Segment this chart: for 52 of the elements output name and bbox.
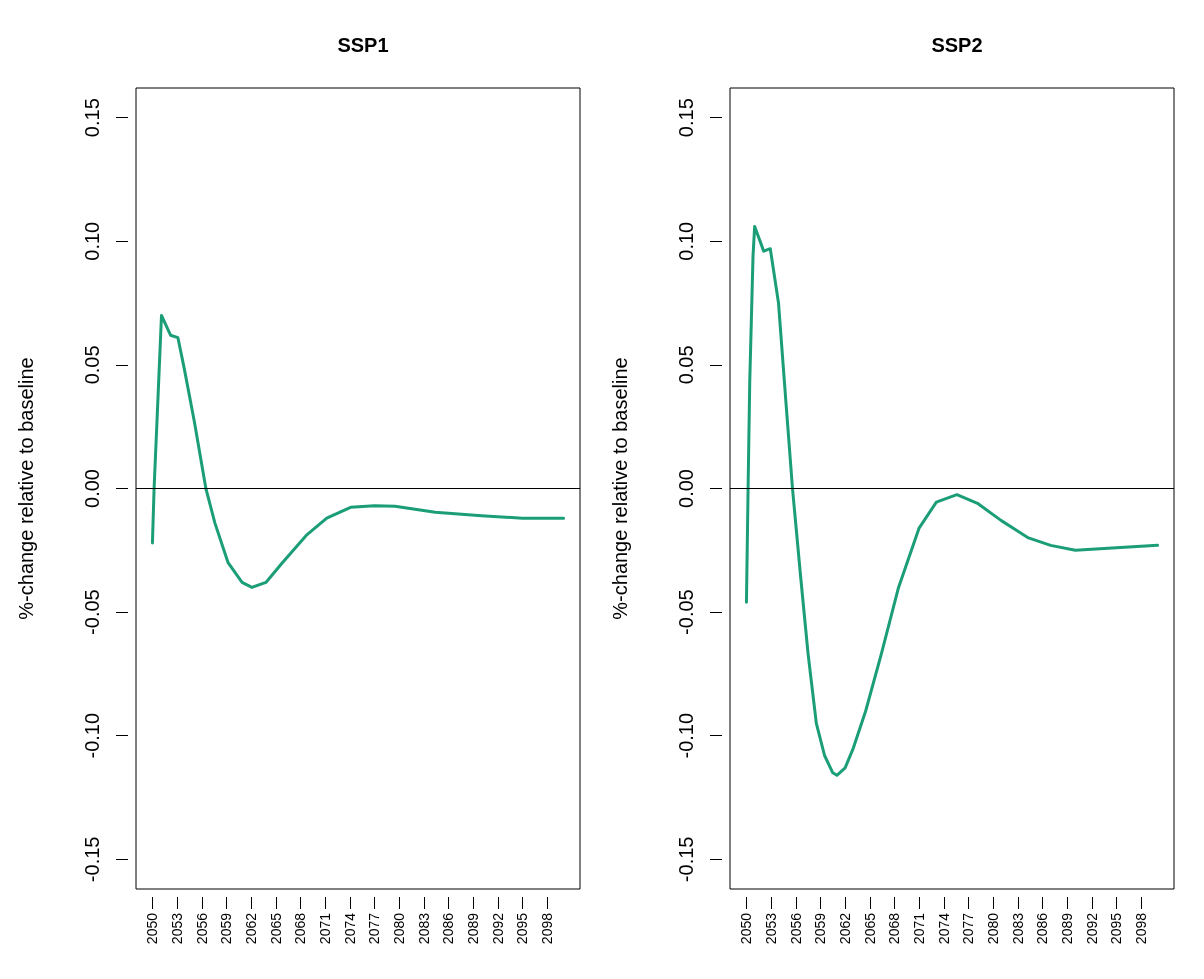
x-tick-label: 2089	[465, 912, 482, 945]
x-tick-label: 2062	[837, 912, 854, 945]
x-tick-label: 2077	[960, 912, 977, 945]
x-tick-label: 2071	[911, 912, 928, 945]
y-tick-label: -0.05	[675, 589, 697, 635]
y-tick-label: 0.10	[81, 221, 103, 261]
x-tick-label: 2053	[763, 912, 780, 945]
y-tick-label: -0.15	[81, 836, 103, 883]
x-tick-label: 2074	[341, 912, 358, 945]
y-tick-label: 0.05	[81, 345, 103, 385]
x-tick-label: 2089	[1059, 912, 1076, 945]
x-tick-label: 2080	[391, 912, 408, 945]
y-tick-label: 0.05	[675, 345, 697, 385]
x-tick-label: 2083	[415, 912, 432, 945]
y-tick-label: -0.05	[81, 589, 103, 635]
y-tick-label: -0.10	[81, 712, 103, 759]
y-tick-label: 0.00	[675, 469, 697, 508]
x-tick-label: 2059	[218, 912, 235, 945]
y-tick-label: 0.00	[81, 469, 103, 508]
x-tick-label: 2065	[267, 912, 284, 945]
x-tick-label: 2050	[738, 912, 755, 945]
y-tick-label: 0.10	[675, 221, 697, 261]
x-tick-label: 2050	[144, 912, 161, 945]
x-tick-label: 2068	[886, 912, 903, 945]
x-tick-label: 2098	[1133, 912, 1150, 945]
x-tick-label: 2059	[812, 912, 829, 945]
x-tick-label: 2095	[1108, 912, 1125, 945]
chart-title: SSP1	[337, 34, 389, 56]
x-tick-label: 2080	[985, 912, 1002, 945]
chart-title: SSP2	[931, 34, 983, 56]
x-tick-label: 2071	[317, 912, 334, 945]
x-tick-label: 2056	[193, 912, 210, 945]
x-tick-label: 2083	[1009, 912, 1026, 945]
x-tick-label: 2053	[169, 912, 186, 945]
y-axis-title: %-change relative to baseline	[15, 357, 37, 620]
x-tick-label: 2092	[489, 912, 506, 945]
x-tick-label: 2086	[440, 912, 457, 945]
y-tick-label: 0.15	[81, 98, 103, 138]
x-tick-label: 2074	[935, 912, 952, 945]
x-tick-label: 2068	[292, 912, 309, 945]
x-tick-label: 2086	[1034, 912, 1051, 945]
x-tick-label: 2077	[366, 912, 383, 945]
x-tick-label: 2092	[1083, 912, 1100, 945]
y-tick-label: 0.15	[675, 98, 697, 138]
y-tick-label: -0.10	[675, 712, 697, 759]
y-tick-label: -0.15	[675, 836, 697, 883]
x-tick-label: 2098	[539, 912, 556, 945]
x-tick-label: 2065	[861, 912, 878, 945]
x-tick-label: 2062	[243, 912, 260, 945]
x-tick-label: 2056	[787, 912, 804, 945]
y-axis-title: %-change relative to baseline	[609, 357, 631, 620]
x-tick-label: 2095	[514, 912, 531, 945]
